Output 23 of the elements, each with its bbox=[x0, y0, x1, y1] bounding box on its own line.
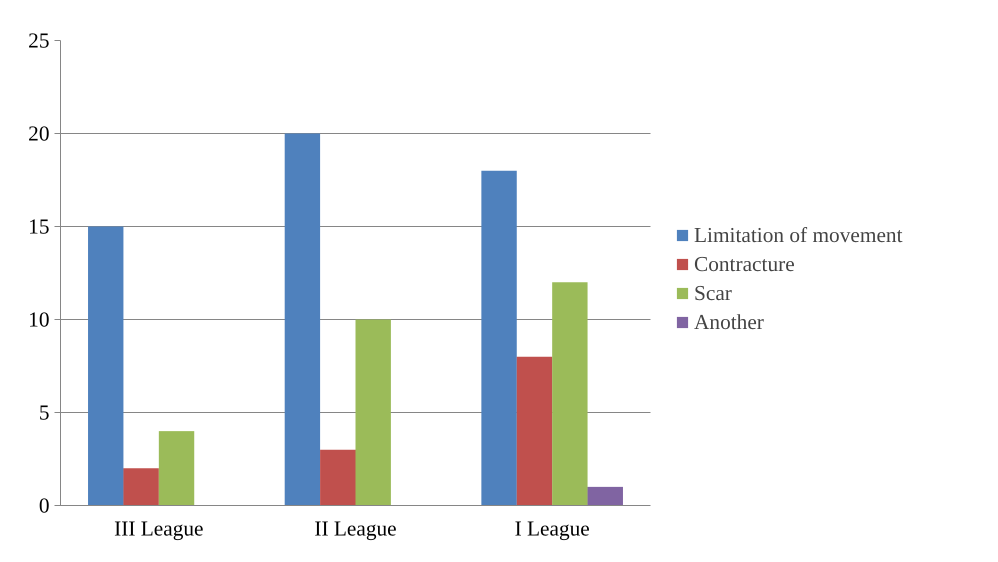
bar bbox=[158, 431, 194, 506]
legend-label: Scar bbox=[694, 280, 732, 306]
x-tick-label: I League bbox=[514, 516, 590, 540]
y-tick-label: 5 bbox=[38, 400, 50, 424]
bar bbox=[516, 356, 552, 506]
y-tick-label: 0 bbox=[38, 494, 50, 518]
bar bbox=[320, 450, 356, 506]
legend-label: Contracture bbox=[694, 252, 795, 276]
bar bbox=[481, 170, 517, 506]
bar bbox=[552, 282, 588, 506]
y-tick-label: 15 bbox=[28, 214, 50, 238]
y-tick-label: 20 bbox=[28, 122, 50, 146]
bar bbox=[88, 226, 124, 506]
y-tick-label: 25 bbox=[28, 28, 50, 52]
x-tick-label: III League bbox=[114, 516, 204, 540]
legend-label: Another bbox=[694, 310, 764, 334]
x-tick-label: II League bbox=[314, 516, 397, 540]
legend-label: Limitation of movement bbox=[694, 222, 903, 248]
bar bbox=[123, 468, 159, 506]
bar bbox=[284, 134, 320, 506]
bar bbox=[588, 486, 623, 506]
bar bbox=[356, 320, 391, 506]
y-tick-label: 10 bbox=[28, 308, 50, 332]
